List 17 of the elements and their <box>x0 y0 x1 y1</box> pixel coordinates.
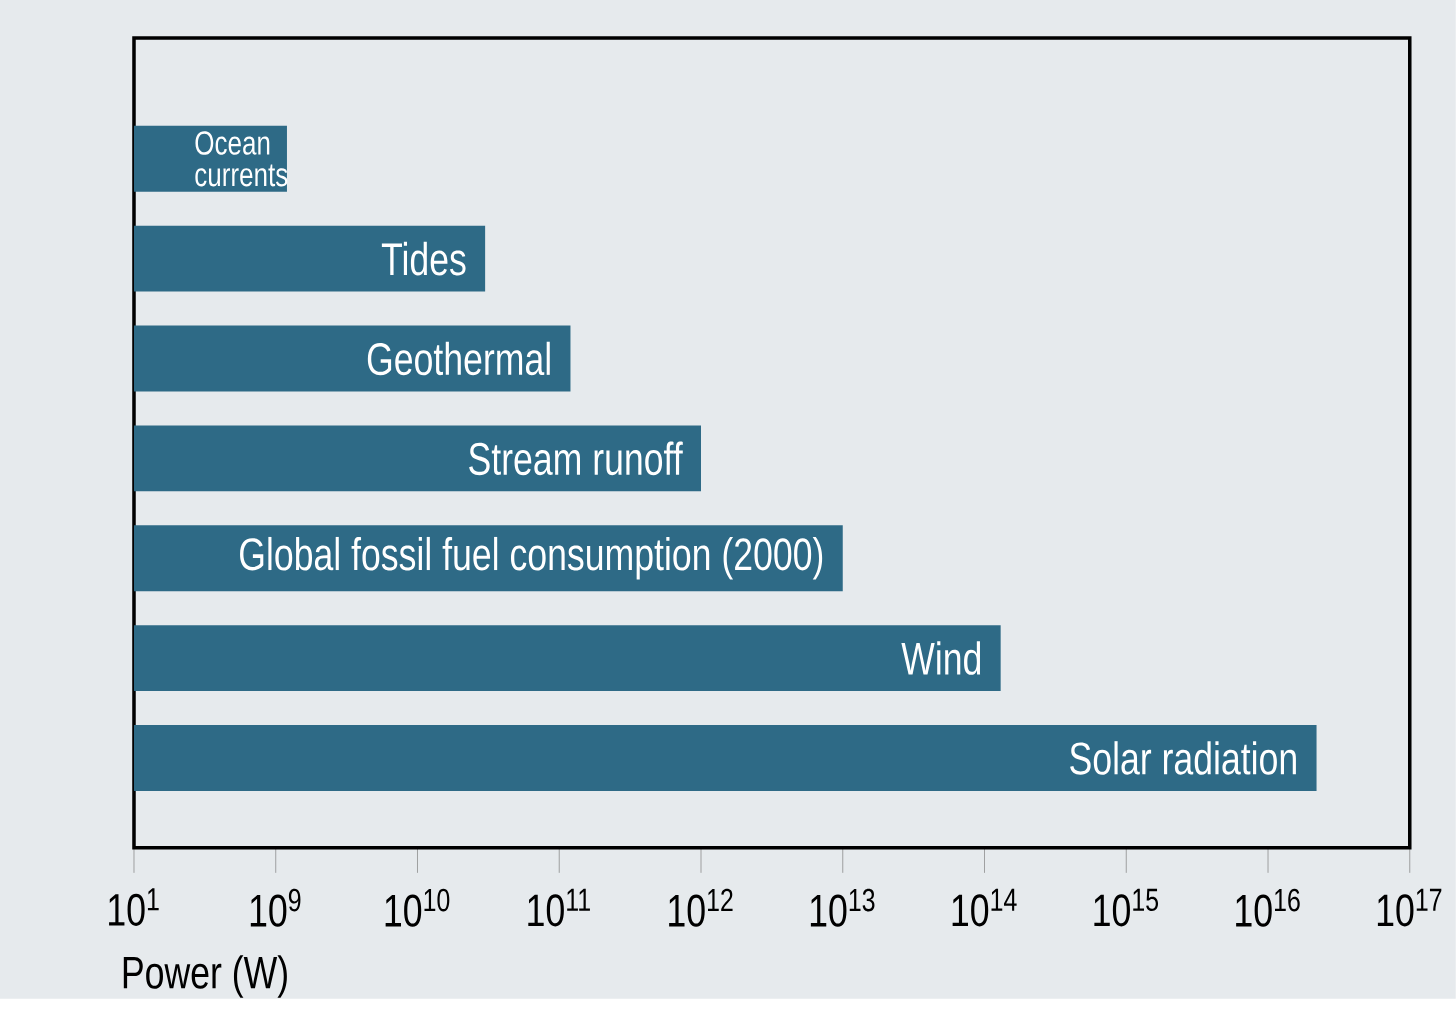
x-tick-label: 10$^{15}$ <box>1094 889 1159 927</box>
x-tick-label: 10$^{9}$ <box>250 889 301 928</box>
x-tick-label: 10$^{17}$ <box>1377 889 1442 927</box>
x-axis-title: Power (W) <box>123 955 287 999</box>
y-tick-label: Tides <box>381 242 466 276</box>
x-tick-label: 10$^{13}$ <box>810 889 875 928</box>
y-tick-label: Stream runoff <box>469 441 683 476</box>
x-tick-label: 10$^{16}$ <box>1236 889 1300 928</box>
y-tick-label: Solar radiation <box>1070 741 1296 775</box>
x-tick-label: 10$^{14}$ <box>952 889 1017 927</box>
y-tick-label: Geothermal <box>367 341 550 376</box>
y-tick-label: Wind <box>901 641 981 676</box>
x-tick-label: 10$^{11}$ <box>528 889 590 927</box>
text: 10$^{1}$ <box>109 888 159 927</box>
y-tick-label: Global fossil fuel consumption (2000) <box>240 537 823 580</box>
x-tick-label: 10$^{12}$ <box>669 889 733 928</box>
x-tick-label: 10$^{10}$ <box>385 889 450 928</box>
